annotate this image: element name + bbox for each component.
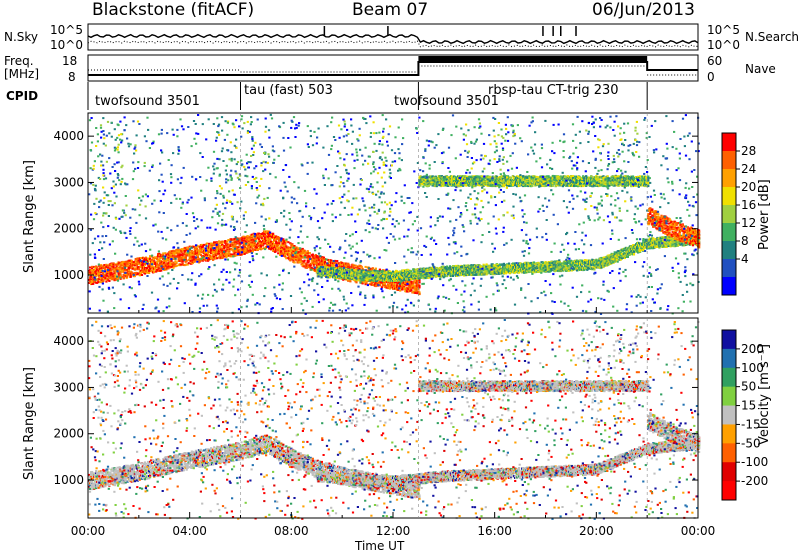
power-panel-cell [91, 269, 93, 271]
power-panel-cell [112, 264, 114, 266]
power-panel-cell [230, 238, 232, 240]
power-panel-cell [156, 258, 158, 260]
power-panel-cell [212, 259, 214, 261]
power-panel-cell [134, 269, 136, 271]
power-panel-cell [151, 259, 153, 261]
power-panel-cell [208, 243, 210, 245]
power-panel-cell [91, 266, 93, 268]
power-panel-cell [111, 273, 113, 275]
power-panel-cell [142, 263, 144, 265]
nsky-series [88, 35, 698, 44]
power-panel-cell [126, 276, 128, 278]
power-panel-cell [108, 280, 110, 282]
power-panel-cell [224, 240, 226, 242]
power-panel-cell [201, 251, 203, 253]
power-panel-cell [244, 253, 246, 255]
power-panel-cell [97, 281, 99, 283]
power-panel-cell [197, 258, 199, 260]
power-panel-cell [228, 251, 230, 253]
power-panel-cell [146, 267, 148, 269]
power-panel-cell [123, 277, 125, 279]
power-panel-cell [137, 257, 139, 259]
power-panel-cell [167, 268, 169, 270]
power-panel-cell [247, 235, 249, 237]
power-panel-cell [110, 269, 112, 271]
power-panel-cell [104, 268, 106, 270]
power-panel-cell [184, 250, 186, 252]
power-panel-cell [182, 250, 184, 252]
power-panel-cell [233, 253, 235, 255]
power-panel-cell [89, 267, 91, 269]
power-panel-cell [141, 274, 143, 276]
power-panel-cell [180, 264, 182, 266]
nave-series [88, 66, 698, 75]
power-panel-cell [180, 254, 182, 256]
power-panel-cell [121, 264, 123, 266]
power-panel-cell [117, 267, 119, 269]
power-panel-cell [209, 245, 211, 247]
power-panel-cell [202, 248, 204, 250]
power-panel-cell [90, 276, 92, 278]
power-panel-cell [106, 275, 108, 277]
power-panel-cell [122, 261, 124, 263]
power-panel-cell [138, 268, 140, 270]
power-panel-cell [153, 271, 155, 273]
power-panel-cell [219, 245, 221, 247]
power-panel-cell [154, 256, 156, 258]
power-panel-cell [197, 255, 199, 257]
power-panel-cell [165, 260, 167, 262]
power-panel-cell [202, 246, 204, 248]
power-panel-cell [125, 261, 127, 263]
power-panel-cell [168, 259, 170, 261]
power-panel-cell [241, 253, 243, 255]
power-panel-cell [227, 239, 229, 241]
freq-block [418, 56, 647, 62]
power-panel-cell [170, 260, 172, 262]
power-panel-cell [111, 278, 113, 280]
power-panel-cell [135, 261, 137, 263]
power-panel-cell [98, 273, 100, 275]
power-panel-cell [186, 260, 188, 262]
power-panel-cell [148, 272, 150, 274]
power-panel-cell [188, 262, 190, 264]
power-panel-cell [106, 273, 108, 275]
power-panel-cell [162, 252, 164, 254]
power-panel-cell [178, 251, 180, 253]
power-panel-cell [180, 256, 182, 258]
power-panel-cell [203, 244, 205, 246]
power-panel-cell [130, 276, 132, 278]
power-panel-cell [229, 245, 231, 247]
radar-plot: 1000200030004000100020003000400000:00 04:… [0, 0, 800, 554]
power-panel-cell [156, 263, 158, 265]
power-panel-cell [211, 243, 213, 245]
power-panel-cell [175, 262, 177, 264]
power-panel-cell [104, 277, 106, 279]
power-panel-cell [128, 270, 130, 272]
power-panel-cell [213, 254, 215, 256]
power-panel-cell [123, 274, 125, 276]
power-panel-cell [218, 253, 220, 255]
power-panel-cell [175, 265, 177, 267]
power-panel-cell [170, 266, 172, 268]
power-panel-cell [241, 239, 243, 241]
power-panel-cell [127, 263, 129, 265]
power-panel-cell [216, 257, 218, 259]
power-panel-cell [195, 259, 197, 261]
power-panel-cell [169, 263, 171, 265]
power-panel-cell [200, 254, 202, 256]
power-panel-cell [132, 268, 134, 270]
power-panel-cell [120, 273, 122, 275]
power-panel-cell [114, 274, 116, 276]
power-panel-cell [173, 250, 175, 252]
power-panel-cell [96, 266, 98, 268]
power-panel-cell [206, 243, 208, 245]
freq-series [88, 62, 698, 75]
power-panel-cell [187, 247, 189, 249]
power-panel-cell [140, 257, 142, 259]
power-panel-cell [146, 272, 148, 274]
power-panel-cell [167, 257, 169, 259]
